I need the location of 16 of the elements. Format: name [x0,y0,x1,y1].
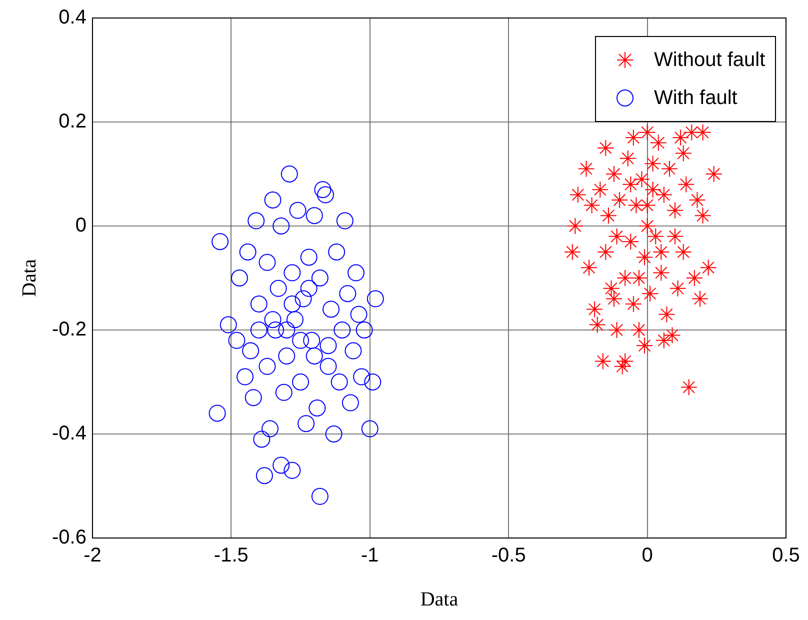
y-axis-title: Data [18,259,40,297]
x-tick-label: 0.5 [772,544,800,567]
y-tick-label: 0.2 [58,110,86,133]
x-tick-label: -1 [360,544,379,567]
x-axis-title: Data [420,588,458,610]
x-tick-label: -0.5 [491,544,526,567]
legend-label: Without fault [654,48,766,72]
x-tick-label: -2 [84,544,102,567]
legend-label: With fault [654,86,738,110]
y-tick-label: 0.4 [58,6,86,29]
y-tick-label: 0 [75,214,86,237]
x-tick-label: -1.5 [214,544,248,567]
y-tick-label: -0.6 [52,526,86,549]
y-tick-label: -0.2 [52,318,86,341]
y-tick-label: -0.4 [52,422,86,445]
x-tick-label: 0 [642,544,653,567]
